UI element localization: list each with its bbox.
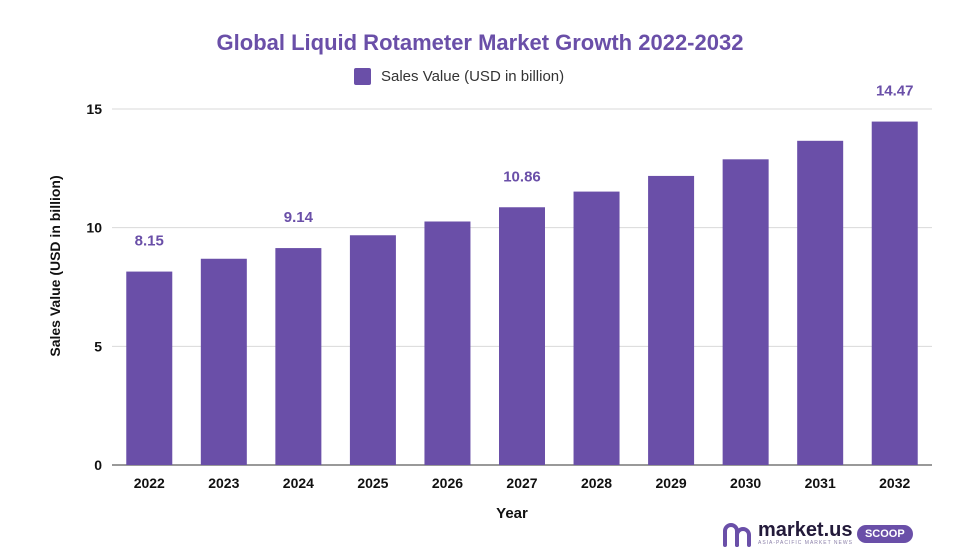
x-tick-2026: 2026	[432, 475, 463, 491]
bar-2028	[573, 191, 620, 466]
y-tick-10: 10	[86, 220, 102, 236]
data-label-2022: 8.15	[135, 233, 164, 250]
bars	[126, 121, 918, 466]
market-us-logo: market.us ASIA-PACIFIC MARKET NEWS SCOOP	[722, 520, 913, 547]
legend-swatch	[354, 68, 371, 85]
bar-2027	[499, 207, 545, 466]
y-tick-15: 15	[86, 101, 102, 117]
y-tick-labels: 0 5 10 15	[86, 101, 102, 473]
data-label-2027: 10.86	[503, 168, 541, 185]
y-tick-5: 5	[94, 338, 102, 354]
bar-2024	[275, 248, 322, 465]
logo-word: market.us	[758, 519, 853, 541]
x-tick-2024: 2024	[283, 475, 314, 491]
y-tick-0: 0	[94, 457, 102, 473]
bar-2023	[200, 258, 247, 465]
data-label-2024: 9.14	[284, 209, 314, 226]
legend: Sales Value (USD in billion)	[354, 68, 564, 85]
bar-2030	[722, 159, 769, 465]
logo-badge: SCOOP	[856, 524, 913, 543]
bar-2025	[349, 235, 396, 465]
legend-label: Sales Value (USD in billion)	[381, 68, 565, 85]
x-tick-2023: 2023	[208, 475, 239, 491]
bar-2022	[126, 271, 173, 465]
x-tick-2028: 2028	[581, 475, 612, 491]
x-tick-2030: 2030	[730, 475, 761, 491]
market-us-logo-icon	[723, 522, 751, 547]
y-axis-label: Sales Value (USD in billion)	[47, 175, 63, 356]
x-axis-label: Year	[496, 505, 528, 522]
x-tick-2022: 2022	[134, 475, 165, 491]
chart-title: Global Liquid Rotameter Market Growth 20…	[216, 30, 744, 55]
bar-2031	[797, 140, 844, 465]
bar-2026	[424, 221, 471, 465]
x-tick-2029: 2029	[656, 475, 687, 491]
x-tick-2027: 2027	[506, 475, 537, 491]
data-labels: 8.15 9.14 10.86 14.47	[135, 83, 914, 250]
bar-2032	[871, 121, 918, 465]
x-tick-2025: 2025	[357, 475, 388, 491]
bar-2029	[648, 175, 695, 466]
x-tick-2032: 2032	[879, 475, 910, 491]
x-tick-labels: 2022 2023 2024 2025 2026 2027 2028 2029 2030 2031…	[134, 475, 911, 491]
x-tick-2031: 2031	[805, 475, 836, 491]
data-label-2032: 14.47	[876, 83, 914, 100]
logo-tagline: ASIA-PACIFIC MARKET NEWS	[758, 540, 853, 546]
